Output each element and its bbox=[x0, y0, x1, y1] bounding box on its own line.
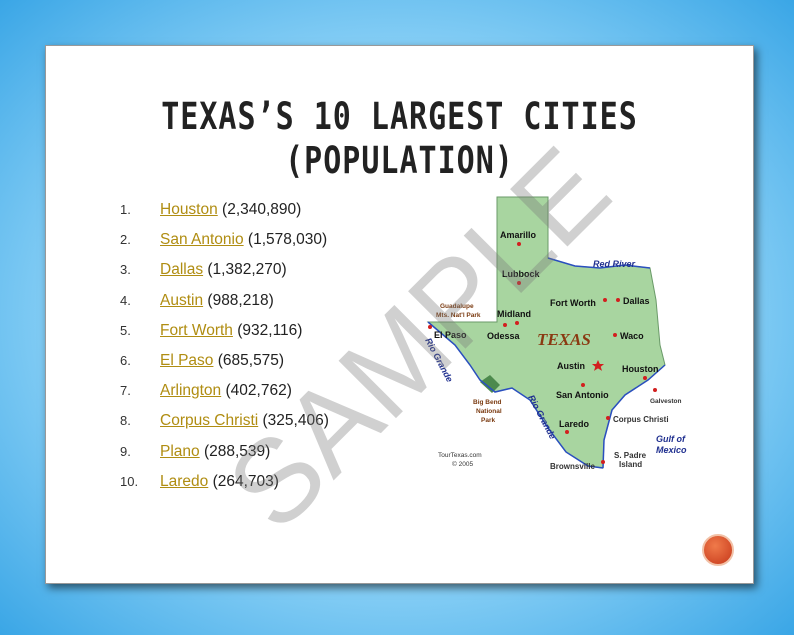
item-number: 2. bbox=[120, 232, 131, 248]
list-item: 4. Austin (988,218) bbox=[120, 292, 329, 322]
rio-grande-line bbox=[427, 321, 604, 469]
city-list: 1. Houston (2,340,890) 2. San Antonio (1,57… bbox=[120, 201, 329, 503]
credit: © 2005 bbox=[452, 460, 473, 468]
city-label: Laredo bbox=[559, 419, 590, 429]
list-item: 9. Plano (288,539) bbox=[120, 443, 329, 473]
dot bbox=[613, 333, 617, 337]
city-link[interactable]: El Paso bbox=[160, 351, 214, 369]
city-label: Brownsville bbox=[550, 462, 595, 471]
list-item: 6. El Paso (685,575) bbox=[120, 352, 329, 382]
dot bbox=[601, 460, 605, 464]
list-item: 5. Fort Worth (932,116) bbox=[120, 322, 329, 352]
city-label: Odessa bbox=[487, 331, 521, 341]
big-bend bbox=[480, 375, 500, 393]
city-label: Austin bbox=[557, 361, 585, 371]
credit: TourTexas.com bbox=[438, 452, 482, 459]
list-item: 3. Dallas (1,382,270) bbox=[120, 261, 329, 291]
dot bbox=[581, 383, 585, 387]
list-item: 8. Corpus Christi (325,406) bbox=[120, 412, 329, 442]
city-label: Fort Worth bbox=[550, 298, 596, 308]
city-dots bbox=[428, 242, 657, 464]
dot bbox=[653, 388, 657, 392]
dot bbox=[603, 298, 607, 302]
item-number: 8. bbox=[120, 413, 131, 429]
dot bbox=[565, 430, 569, 434]
slide-title: Texas’s 10 Largest Cities (Population) bbox=[161, 95, 638, 183]
city-label: Galveston bbox=[650, 398, 681, 405]
coast-line bbox=[602, 364, 666, 469]
park-label: Mts. Nat'l Park bbox=[436, 312, 481, 319]
dot bbox=[428, 325, 432, 329]
nav-button[interactable] bbox=[702, 534, 734, 566]
austin-star bbox=[591, 360, 605, 371]
state-label: TEXAS bbox=[537, 330, 591, 349]
park-label: Guadalupe bbox=[440, 303, 474, 310]
list-item: 10. Laredo (264,703) bbox=[120, 473, 329, 503]
population: (932,116) bbox=[237, 321, 303, 339]
city-link[interactable]: Corpus Christi bbox=[160, 412, 259, 430]
park-label: Big Bend bbox=[473, 399, 502, 406]
city-link[interactable]: San Antonio bbox=[160, 231, 244, 249]
city-link[interactable]: Dallas bbox=[160, 261, 204, 279]
gulf-label: Mexico bbox=[656, 445, 687, 455]
population: (402,762) bbox=[225, 382, 292, 400]
city-label: Corpus Christi bbox=[613, 415, 669, 424]
population: (288,539) bbox=[203, 442, 271, 460]
list-item: 7. Arlington (402,762) bbox=[120, 382, 329, 412]
dot bbox=[515, 321, 519, 325]
dot bbox=[517, 242, 521, 246]
city-link[interactable]: Houston bbox=[160, 201, 218, 218]
dot bbox=[517, 281, 521, 285]
population: (988,218) bbox=[207, 291, 274, 309]
river-label: Red River bbox=[593, 259, 636, 269]
item-number: 9. bbox=[120, 443, 131, 459]
item-number: 4. bbox=[120, 292, 131, 308]
city-link[interactable]: Plano bbox=[160, 442, 200, 460]
city-label: Dallas bbox=[623, 296, 650, 306]
list-item: 1. Houston (2,340,890) bbox=[120, 201, 329, 231]
park-label: National bbox=[476, 408, 502, 415]
item-number: 6. bbox=[120, 352, 131, 368]
item-number: 10. bbox=[120, 473, 139, 489]
dot bbox=[616, 298, 620, 302]
gulf-label: Gulf of bbox=[656, 434, 686, 444]
red-river-line bbox=[547, 257, 651, 269]
city-label: San Antonio bbox=[556, 390, 609, 400]
city-link[interactable]: Arlington bbox=[160, 382, 222, 400]
city-label: Lubbock bbox=[502, 269, 540, 279]
population: (264,703) bbox=[212, 472, 279, 490]
dot bbox=[503, 323, 507, 327]
population: (685,575) bbox=[217, 351, 285, 369]
city-link[interactable]: Fort Worth bbox=[160, 321, 233, 339]
item-number: 7. bbox=[120, 383, 131, 399]
population: (325,406) bbox=[262, 412, 329, 430]
park-label: Park bbox=[481, 417, 495, 424]
item-number: 1. bbox=[120, 202, 131, 217]
city-label: Houston bbox=[622, 364, 659, 374]
dot bbox=[643, 376, 647, 380]
population: (2,340,890) bbox=[222, 201, 302, 218]
city-label: El Paso bbox=[434, 330, 467, 340]
item-number: 5. bbox=[120, 322, 131, 338]
population: (1,382,270) bbox=[207, 261, 287, 279]
item-number: 3. bbox=[120, 262, 131, 278]
city-label: Amarillo bbox=[500, 230, 537, 240]
city-label: Waco bbox=[620, 331, 644, 341]
island-label: S. Padre bbox=[614, 451, 647, 460]
list-item: 2. San Antonio (1,578,030) bbox=[120, 231, 329, 261]
dot bbox=[606, 416, 610, 420]
city-link[interactable]: Laredo bbox=[160, 472, 209, 490]
city-label: Midland bbox=[497, 309, 531, 319]
city-link[interactable]: Austin bbox=[160, 291, 204, 309]
population: (1,578,030) bbox=[247, 231, 328, 249]
island-label: Island bbox=[619, 460, 642, 469]
